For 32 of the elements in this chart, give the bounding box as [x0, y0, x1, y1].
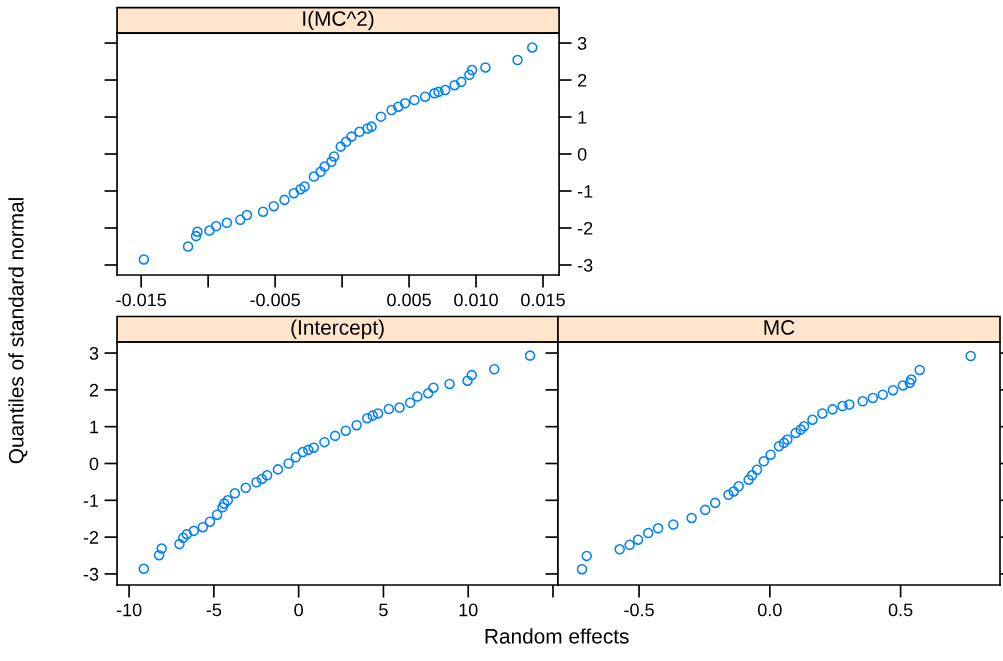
chart-title: MC [764, 320, 795, 335]
x-tick-label: -10 [116, 603, 142, 617]
y-tick-label: -3 [83, 567, 99, 581]
x-tick-label: 0.5 [888, 603, 913, 617]
x-tick-label: 10 [459, 603, 478, 617]
x-tick-label: -0.015 [116, 293, 166, 307]
y-tick-label: 1 [90, 420, 99, 434]
y-axis-title: Quantiles of standard normal [8, 198, 28, 464]
y-tick-label: -1 [83, 494, 99, 507]
x-tick-label: 0 [294, 603, 303, 617]
y-tick-label: 3 [89, 346, 99, 360]
x-tick-label: 5 [379, 603, 388, 617]
x-tick-label: -0.005 [250, 293, 300, 307]
x-tick-label: 0.0 [757, 603, 782, 617]
y-tick-label: 2 [89, 383, 99, 397]
x-tick-label: -0.5 [624, 603, 654, 617]
chart-title: I(MC^2) [303, 10, 374, 31]
y-tick-label: -1 [577, 185, 593, 198]
y-tick-label: -3 [577, 258, 593, 272]
x-tick-label: 0.010 [454, 293, 498, 307]
y-tick-label: 3 [577, 36, 587, 50]
y-tick-label: -2 [83, 531, 99, 544]
y-tick-label: -2 [577, 221, 593, 235]
y-tick-label: 2 [578, 73, 587, 87]
y-tick-label: 0 [89, 457, 99, 471]
x-tick-label: -5 [206, 603, 222, 617]
x-tick-label: 0.015 [521, 293, 565, 307]
y-tick-label: 1 [578, 111, 587, 124]
chart-title: (Intercept) [291, 319, 384, 339]
y-tick-label: 0 [577, 147, 587, 161]
x-axis-title: Random effects [485, 628, 629, 644]
x-tick-label: 0.005 [387, 293, 431, 307]
